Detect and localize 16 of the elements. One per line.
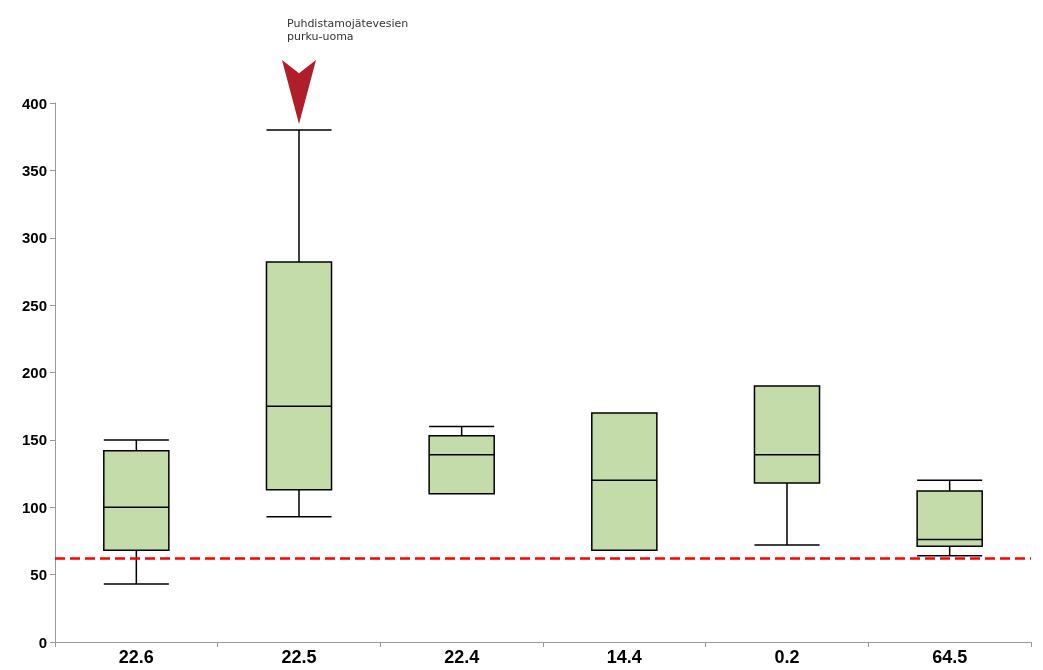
x-tick-label: 22.6 xyxy=(118,647,154,667)
y-tick-label: 50 xyxy=(30,566,47,584)
y-tick-label: 200 xyxy=(21,364,47,381)
y-tick-label: 0 xyxy=(38,633,47,651)
x-tick-label: 22.5 xyxy=(281,647,317,667)
x-tick-label: 0.2 xyxy=(774,647,800,667)
y-tick-label: 350 xyxy=(21,161,47,179)
x-tick-label: 14.4 xyxy=(606,647,642,667)
y-tick-label: 150 xyxy=(21,431,47,449)
y-tick-label: 100 xyxy=(21,498,47,516)
x-tick-label: 64.5 xyxy=(932,647,968,667)
x-tick-label: 22.4 xyxy=(444,647,480,667)
y-tick-label: 250 xyxy=(21,296,47,314)
y-tick-label: 400 xyxy=(21,94,47,112)
y-tick-label: 300 xyxy=(21,229,47,247)
text: Puhdistamojätevesien purku-uoma xyxy=(287,16,409,43)
